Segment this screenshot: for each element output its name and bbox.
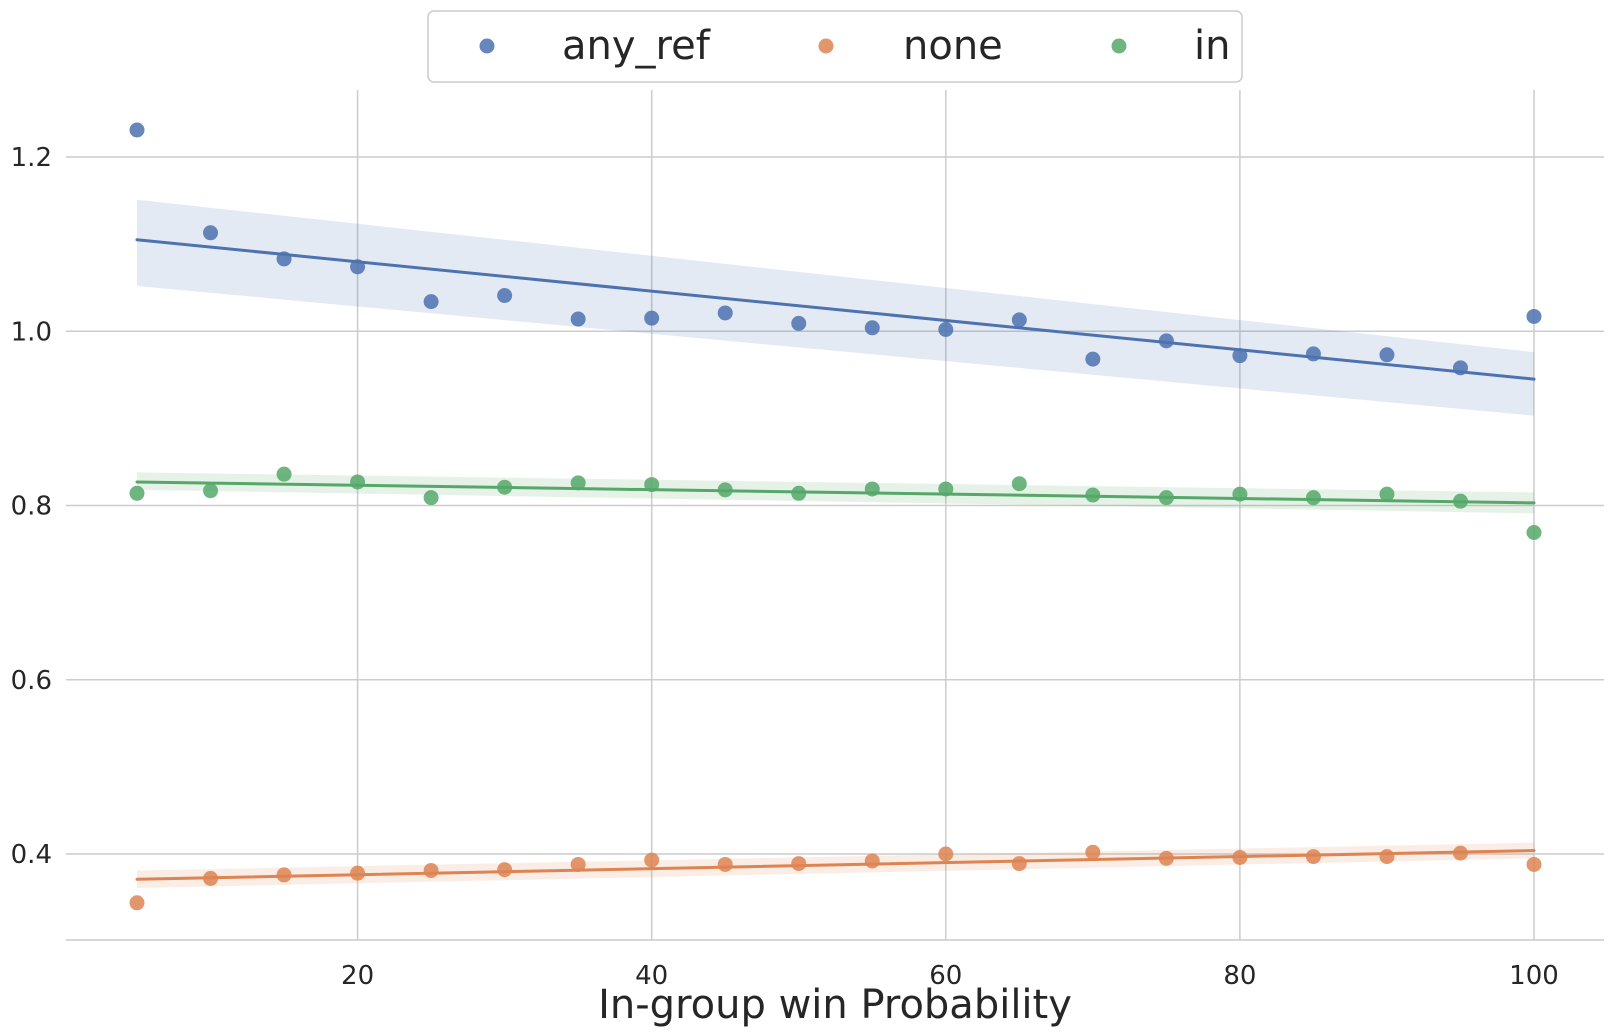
data-point-any_ref (350, 259, 366, 275)
data-point-any_ref (717, 305, 733, 321)
regression-line-in (135, 480, 1536, 505)
data-point-any_ref (644, 310, 660, 326)
regression-line-any_ref (135, 238, 1536, 381)
legend-marker-in (1111, 38, 1127, 54)
data-point-none (1011, 856, 1027, 872)
data-point-none (1085, 844, 1101, 860)
legend: any_ref none in (427, 10, 1243, 83)
data-point-any_ref (1526, 308, 1542, 324)
y-tick-label: 0.8 (11, 492, 52, 522)
data-point-in (276, 466, 292, 482)
data-point-any_ref (1158, 333, 1174, 349)
data-point-any_ref (570, 311, 586, 327)
data-point-none (1232, 849, 1248, 865)
regression-lines (135, 238, 1536, 881)
data-point-any_ref (938, 322, 954, 338)
confidence-bands (137, 199, 1534, 888)
x-tick-label: 80 (1223, 961, 1256, 991)
data-point-in (203, 483, 219, 499)
legend-frame (427, 10, 1243, 83)
data-point-any_ref (203, 225, 219, 241)
y-tick-label: 0.6 (11, 666, 52, 696)
data-point-none (1305, 849, 1321, 865)
data-point-any_ref (423, 294, 439, 310)
data-point-any_ref (1305, 346, 1321, 362)
data-point-in (644, 477, 660, 493)
data-point-any_ref (129, 122, 145, 138)
y-tick-label: 1.2 (11, 143, 52, 173)
x-tick-label: 20 (341, 961, 374, 991)
y-tick-label: 0.4 (11, 840, 52, 870)
data-point-in (1305, 490, 1321, 506)
data-point-none (423, 863, 439, 879)
data-point-none (350, 865, 366, 881)
data-point-in (1452, 493, 1468, 509)
legend-marker-none (818, 38, 834, 54)
data-point-in (1085, 487, 1101, 503)
grid (66, 90, 1604, 940)
data-point-in (350, 474, 366, 490)
data-point-any_ref (864, 320, 880, 336)
data-point-in (1379, 486, 1395, 502)
data-point-in (791, 485, 807, 501)
data-point-none (276, 867, 292, 883)
legend-marker-any_ref (479, 38, 495, 54)
data-point-any_ref (791, 315, 807, 331)
data-point-any_ref (1085, 351, 1101, 367)
y-tick-label: 1.0 (11, 317, 52, 347)
data-point-none (1158, 850, 1174, 866)
data-point-in (129, 485, 145, 501)
data-point-none (1379, 849, 1395, 865)
data-point-in (570, 475, 586, 491)
x-tick-label: 60 (929, 961, 962, 991)
data-point-none (717, 856, 733, 872)
legend-label-any_ref: any_ref (562, 23, 711, 69)
data-point-any_ref (1379, 347, 1395, 363)
data-point-any_ref (1011, 312, 1027, 328)
confidence-band-any_ref (137, 199, 1534, 416)
regression-line-none (135, 849, 1536, 881)
data-point-none (570, 856, 586, 872)
data-point-none (938, 846, 954, 862)
data-point-any_ref (1232, 348, 1248, 364)
data-point-in (938, 481, 954, 497)
data-point-in (1158, 490, 1174, 506)
data-point-in (1232, 486, 1248, 502)
data-point-in (717, 482, 733, 498)
data-point-none (644, 852, 660, 868)
legend-label-in: in (1194, 23, 1230, 69)
data-point-in (864, 481, 880, 497)
data-point-in (1011, 476, 1027, 492)
data-point-none (1526, 856, 1542, 872)
data-point-in (423, 490, 439, 506)
x-axis-title: In-group win Probability (598, 982, 1072, 1028)
x-tick-label: 100 (1509, 961, 1559, 991)
data-point-none (791, 856, 807, 872)
data-point-any_ref (497, 288, 513, 304)
legend-label-none: none (903, 23, 1003, 69)
data-point-none (203, 870, 219, 886)
data-point-none (497, 862, 513, 878)
data-points (129, 122, 1542, 911)
data-point-none (864, 853, 880, 869)
data-point-in (497, 479, 513, 495)
data-point-any_ref (1452, 360, 1468, 376)
data-point-none (129, 895, 145, 911)
data-point-any_ref (276, 251, 292, 267)
tick-labels: 20 40 60 80 100 0.4 0.6 0.8 1.0 1.2 (11, 143, 1559, 991)
data-point-in (1526, 525, 1542, 541)
x-tick-label: 40 (635, 961, 668, 991)
data-point-none (1452, 845, 1468, 861)
